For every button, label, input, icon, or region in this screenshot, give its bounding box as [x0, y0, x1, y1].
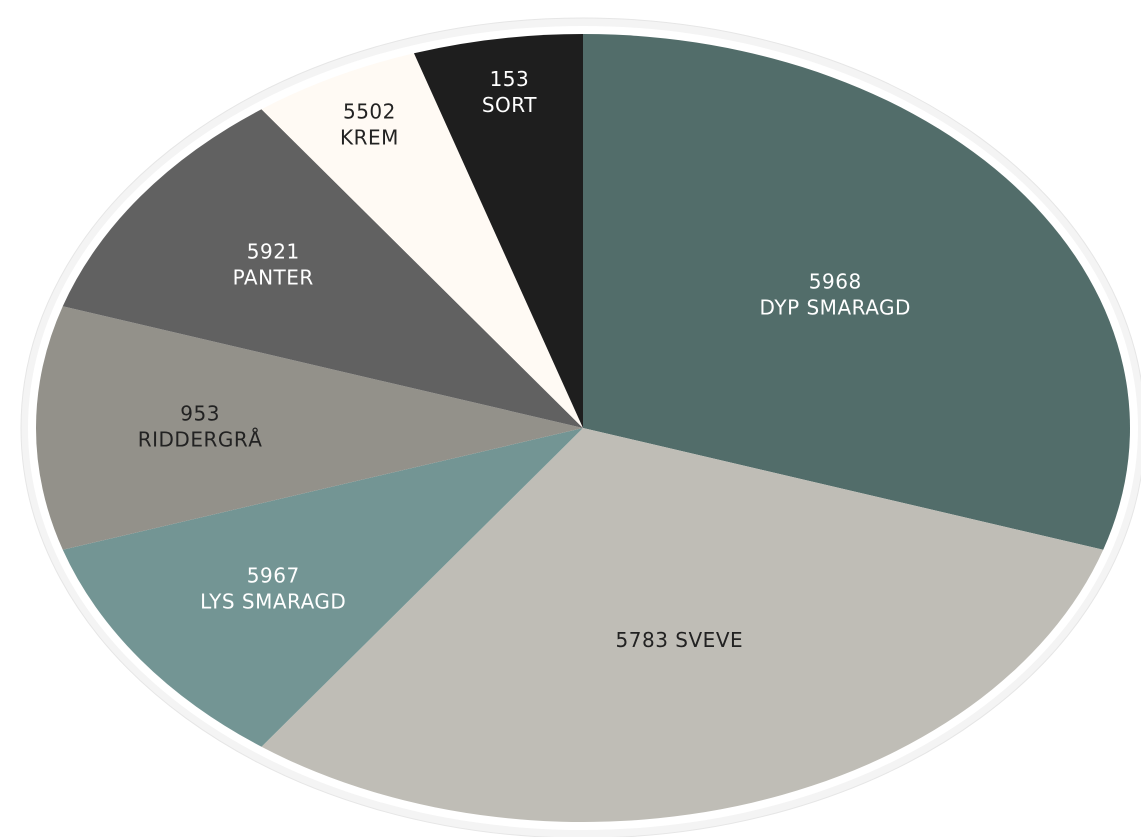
slice-label: 5967 — [247, 564, 300, 588]
slice-label: RIDDERGRÅ — [138, 428, 263, 452]
slice-label: 5502 — [343, 100, 396, 124]
slice-label: 953 — [180, 402, 220, 426]
slice-label: 5921 — [247, 239, 300, 263]
pie-slice — [62, 428, 583, 747]
slice-label: LYS SMARAGD — [200, 590, 346, 614]
slice-label: SORT — [482, 93, 537, 117]
slice-label: 5968 — [809, 269, 862, 293]
pie-slice — [583, 34, 1130, 550]
pie-slice — [413, 34, 583, 428]
pie-slice — [35, 306, 583, 550]
slice-label: PANTER — [233, 265, 314, 289]
slice-label: DYP SMARAGD — [760, 295, 911, 319]
slice-label: 5783 SVEVE — [616, 628, 744, 652]
pie-slice — [261, 53, 583, 429]
pie-slice — [62, 109, 583, 428]
pie-slice — [261, 428, 1104, 822]
slice-label: 153 — [490, 67, 530, 91]
slice-label: KREM — [340, 126, 399, 150]
